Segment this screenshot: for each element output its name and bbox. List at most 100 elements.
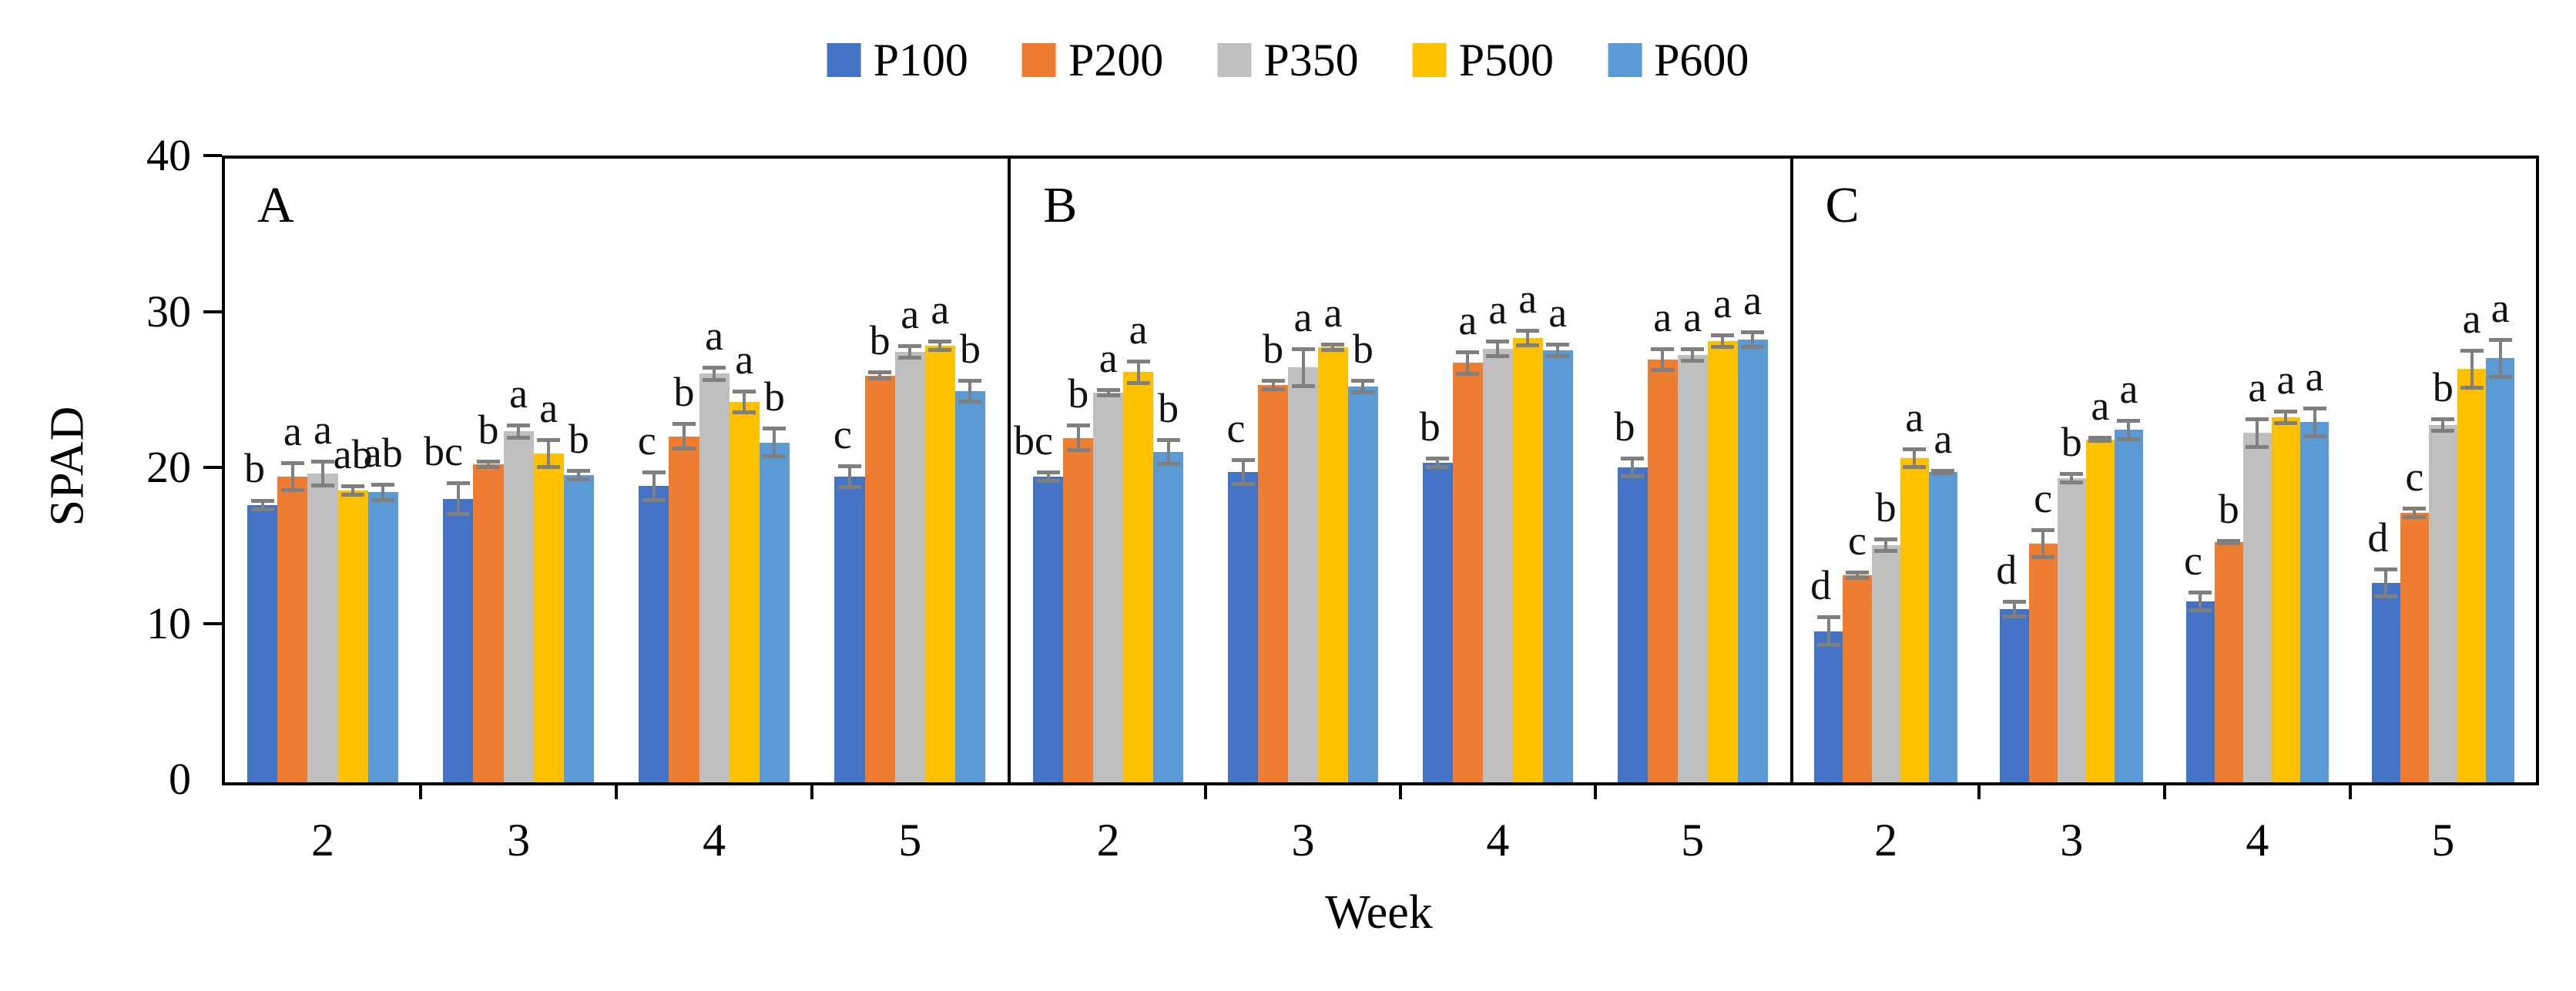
barwrap-P200: b [473, 159, 504, 782]
legend-label: P350 [1263, 35, 1359, 85]
barwrap-P500: a [729, 159, 760, 782]
error-bar-cap-top [1261, 378, 1285, 383]
error-bar-cap-bottom [1036, 479, 1060, 484]
error-bar-line [1631, 456, 1635, 479]
error-bar [2403, 506, 2427, 519]
error-bar [1066, 424, 1090, 452]
bar-P100-week5 [1617, 467, 1648, 782]
y-tick-label-10: 10 [146, 598, 191, 648]
sig-letter: c [1226, 404, 1246, 451]
error-bar-cap-top [1456, 350, 1480, 355]
error-bar-cap-bottom [1231, 482, 1255, 487]
barwrap-P500: a [1900, 159, 1929, 782]
bar-P200-week4 [1452, 363, 1483, 782]
barwrap-P200: b [2214, 159, 2243, 782]
error-bar [1845, 570, 1869, 580]
barwrap-P350: a [1288, 159, 1318, 782]
y-tick-label-20: 20 [146, 442, 191, 492]
error-bar-cap-top [537, 437, 561, 442]
barwrap-P100: bc [1014, 159, 1064, 782]
error-bar-line [1496, 339, 1500, 359]
sig-letter: a [1653, 294, 1672, 340]
y-tick-label-0: 0 [169, 754, 191, 804]
sig-letter: a [1098, 334, 1118, 381]
error-bar-cap-top [2488, 337, 2512, 342]
error-bar-line [1271, 378, 1275, 391]
error-bar-cap-bottom [837, 485, 861, 490]
sig-letter: c [2405, 453, 2424, 500]
error-bar-line [2256, 417, 2259, 449]
sig-letter: d [1996, 547, 2018, 594]
sig-letter: b [1419, 403, 1441, 450]
error-bar-cap-top [2274, 410, 2298, 414]
barwrap-P100: c [638, 159, 669, 782]
error-bar-line [2284, 410, 2288, 426]
sig-letter: b [1875, 484, 1897, 531]
error-bar-cap-bottom [1426, 465, 1450, 469]
error-bar-cap-top [1096, 387, 1120, 392]
sig-letter: bc [1013, 417, 1053, 464]
week-2-group: b a a ab ab 2 [225, 159, 423, 863]
error-bar-cap-top [703, 366, 726, 370]
sig-letter: a [2091, 383, 2110, 430]
sig-letter: d [2367, 514, 2389, 561]
error-bar-cap-bottom [1066, 447, 1090, 452]
barwrap-P200: b [864, 159, 895, 782]
barwrap-P500: a [2457, 159, 2487, 782]
bar-P100-week4 [2185, 601, 2215, 782]
bar-P350-week2 [307, 474, 338, 782]
bar-P100-week3 [2000, 609, 2029, 782]
error-bar [341, 484, 365, 497]
barwrap-P500: a [924, 159, 955, 782]
sig-letter: a [2248, 364, 2267, 411]
bar-P350-week5 [2428, 425, 2457, 782]
x-tick-mark [615, 782, 619, 799]
barwrap-P500: a [533, 159, 564, 782]
sig-letter: a [1488, 286, 1508, 333]
error-bar-line [968, 378, 972, 403]
sig-letter: a [509, 370, 528, 417]
y-tick-mark [203, 154, 222, 157]
legend-item-P100: P100 [827, 37, 968, 83]
legend-item-P200: P200 [1021, 37, 1163, 83]
bar-P200-week3 [2028, 544, 2058, 782]
error-bar-line [2070, 472, 2074, 485]
error-bar-cap-bottom [2002, 614, 2026, 619]
sig-letter: b [959, 325, 981, 372]
barwrap-P200: c [2400, 159, 2429, 782]
bar-P500-week5 [2457, 369, 2487, 782]
error-bar [2088, 436, 2112, 443]
sig-letter: b [869, 317, 891, 364]
error-bar-cap-top [2088, 436, 2112, 440]
error-bar-cap-bottom [2031, 555, 2055, 560]
error-bar-cap-bottom [371, 497, 395, 502]
error-bar-cap-bottom [1845, 575, 1869, 580]
error-bar [1036, 470, 1060, 484]
barwrap-P350: a [699, 159, 730, 782]
bar-P500-week4 [729, 401, 760, 782]
barwrap-P600: a [1737, 159, 1768, 782]
barwrap-P600: b [954, 159, 986, 782]
barwrap-P200: b [1063, 159, 1094, 782]
error-bar [2060, 472, 2084, 485]
error-bar [1486, 339, 1510, 359]
sig-letter: b [1158, 384, 1179, 431]
bar-group: bc b a a b [424, 159, 594, 782]
error-bar-cap-top [763, 427, 787, 431]
error-bar [371, 483, 395, 502]
error-bar-cap-top [1351, 378, 1375, 383]
y-tick-label-30: 30 [146, 286, 191, 336]
barwrap-P200: c [2028, 159, 2058, 782]
error-bar [250, 498, 274, 511]
error-bar-cap-top [1126, 360, 1150, 364]
sig-letter: b [2218, 486, 2239, 533]
error-bar-cap-bottom [507, 435, 531, 440]
error-bar-cap-bottom [2088, 438, 2112, 443]
error-bar-line [290, 460, 294, 493]
error-bar-line [2498, 337, 2502, 379]
error-bar-cap-top [567, 469, 591, 474]
